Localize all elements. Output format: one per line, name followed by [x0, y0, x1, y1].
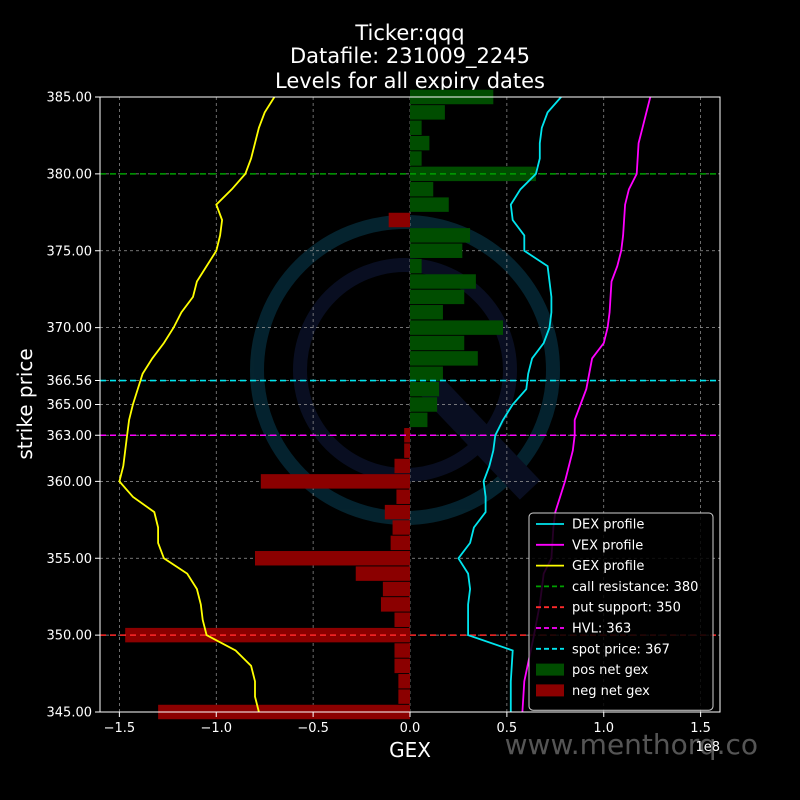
pos-gex-bar [410, 320, 503, 335]
pos-gex-bar [410, 412, 428, 428]
chart-title-line-1: Ticker:qqq [354, 21, 464, 45]
x-tick-label: −1.5 [104, 721, 136, 736]
neg-gex-bar [390, 535, 410, 551]
y-axis-label: strike price [13, 348, 37, 459]
y-tick-label: 370.00 [47, 321, 93, 336]
pos-gex-bar [410, 381, 440, 397]
y-tick-label: 355.00 [47, 552, 93, 567]
neg-gex-bar [255, 551, 410, 566]
pos-gex-bar [410, 120, 422, 135]
neg-gex-bar [404, 428, 410, 443]
x-tick-label: 0.5 [497, 721, 518, 736]
neg-gex-bar [382, 581, 410, 597]
y-tick-label: 375.00 [47, 244, 93, 259]
legend-label: spot price: 367 [572, 642, 670, 657]
y-tick-label: 345.00 [47, 706, 93, 721]
y-tick-label: 366.56 [47, 374, 93, 389]
legend-label: neg net gex [572, 684, 650, 699]
pos-gex-bar [410, 289, 465, 305]
legend-label: pos net gex [572, 663, 649, 678]
x-tick-label: −0.5 [297, 721, 329, 736]
y-axis-ticks: 345.00 350.00 355.00 360.00 363.00 365.00 366.… [47, 91, 100, 721]
legend-swatch [536, 684, 564, 697]
neg-gex-bar [384, 504, 410, 520]
neg-gex-bar [398, 689, 410, 704]
y-tick-label: 360.00 [47, 475, 93, 490]
neg-gex-bar [394, 658, 410, 674]
x-tick-label: −1.0 [200, 721, 232, 736]
level-lines [100, 173, 720, 636]
x-tick-label: 1.0 [593, 721, 614, 736]
legend: DEX profile VEX profile GEX profile call re… [528, 512, 714, 711]
y-tick-label: 363.00 [47, 429, 93, 444]
pos-gex-bar [410, 135, 430, 151]
pos-gex-bar [410, 274, 476, 289]
neg-gex-bar [394, 458, 410, 474]
y-tick-label: 350.00 [47, 629, 93, 644]
y-tick-label: 365.00 [47, 398, 93, 413]
legend-label: call resistance: 380 [572, 580, 698, 595]
neg-gex-bar [388, 212, 410, 228]
legend-box [528, 512, 714, 711]
neg-gex-bar [396, 489, 410, 504]
y-tick-label: 385.00 [47, 91, 93, 106]
neg-gex-bar [392, 520, 410, 535]
pos-gex-bar [410, 197, 449, 212]
pos-gex-bar [410, 228, 471, 243]
gex-profile-line [118, 96, 276, 713]
legend-label: DEX profile [572, 518, 644, 533]
chart-title-line-3: Levels for all expiry dates [275, 69, 545, 93]
neg-gex-bar [260, 474, 410, 489]
neg-gex-bar [398, 674, 410, 689]
x-tick-label: 0.0 [400, 721, 421, 736]
neg-gex-bar [355, 566, 410, 581]
watermark-text: www.menthorq.co [505, 728, 758, 761]
pos-gex-bar [410, 258, 422, 274]
legend-label: put support: 350 [572, 601, 681, 616]
pos-gex-bar [410, 335, 465, 351]
gex-bars [125, 89, 536, 720]
x-tick-label: 1.5 [690, 721, 711, 736]
neg-gex-bar [125, 627, 410, 643]
pos-gex-bar [410, 305, 443, 320]
neg-gex-bar [394, 643, 410, 658]
neg-gex-bar [404, 443, 410, 458]
legend-label: HVL: 363 [572, 622, 631, 637]
chart-title-line-2: Datafile: 231009_2245 [290, 44, 530, 69]
pos-gex-bar [410, 351, 478, 366]
y-tick-label: 380.00 [47, 167, 93, 182]
pos-gex-bar [410, 366, 443, 381]
dex-profile-line [457, 96, 562, 712]
pos-gex-bar [410, 397, 438, 412]
neg-gex-bar [380, 597, 410, 612]
legend-swatch [536, 663, 564, 676]
pos-gex-bar [410, 105, 445, 120]
legend-label: VEX profile [572, 538, 643, 553]
pos-gex-bar [410, 182, 434, 197]
x-axis-label: GEX [389, 738, 431, 762]
neg-gex-bar [394, 612, 410, 627]
pos-gex-bar [410, 151, 422, 166]
legend-label: GEX profile [572, 559, 644, 574]
pos-gex-bar [410, 243, 463, 258]
x-axis-multiplier: 1e8 [695, 740, 720, 755]
x-axis-ticks: −1.5 −1.0 −0.5 0.0 0.5 1.0 1.5 [104, 712, 711, 736]
